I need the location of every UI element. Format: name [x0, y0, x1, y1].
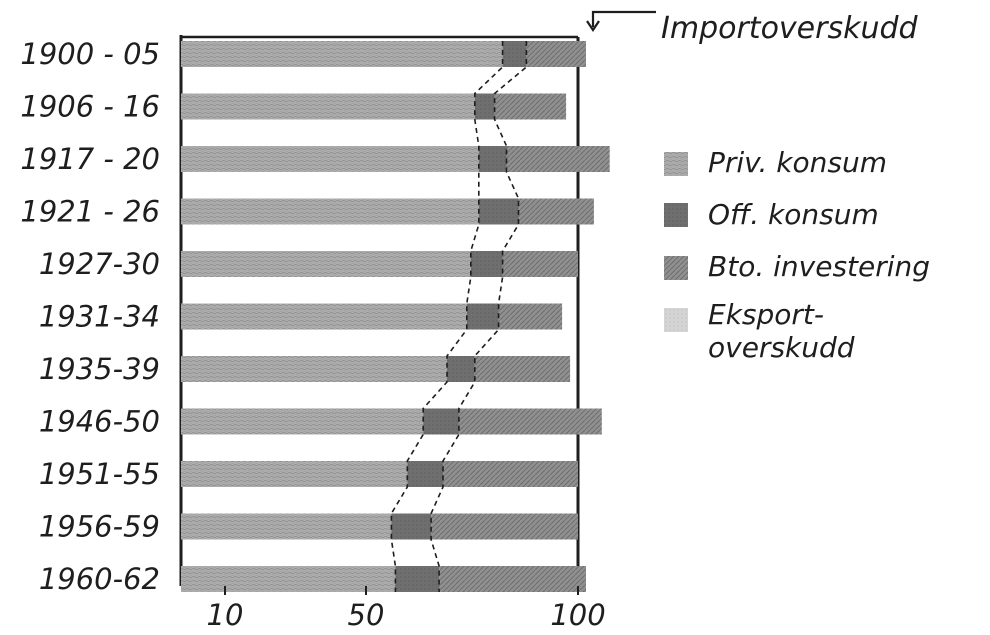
- bar-priv-konsum-1906-16: [181, 93, 475, 120]
- x-tick-label-10: 10: [207, 598, 244, 632]
- bar-bto-investering-1927-30: [502, 251, 578, 277]
- off-konsum-right-connector: [430, 41, 528, 592]
- bar-priv-konsum-1927-30: [181, 251, 471, 277]
- x-axis-ticks: 10 50 100: [207, 586, 606, 632]
- bar-off-konsum-1951-55: [407, 461, 443, 487]
- category-label-1927-30: 1927-30: [39, 247, 160, 281]
- category-labels: 1900 - 05 1906 - 16 1917 - 20 1921 - 26 1927…: [20, 37, 160, 596]
- category-label-1956-59: 1956-59: [39, 510, 160, 544]
- bar-off-konsum-1931-34: [466, 303, 499, 330]
- bar-off-konsum-1927-30: [470, 251, 503, 277]
- category-label-1917-20: 1917 - 20: [20, 142, 160, 176]
- category-label-1960-62: 1960-62: [39, 562, 160, 596]
- bar-bto-investering-1935-39: [474, 356, 571, 382]
- bar-bto-investering-1917-20: [506, 146, 610, 172]
- category-label-1931-34: 1931-34: [39, 300, 160, 334]
- bar-priv-konsum-1935-39: [181, 356, 447, 382]
- x-tick-label-50: 50: [348, 598, 385, 632]
- bar-priv-konsum-1956-59: [181, 513, 392, 540]
- legend-swatch-eksport-overskudd: [664, 308, 688, 332]
- bar-off-konsum-1956-59: [391, 513, 432, 540]
- legend: Priv. konsum Off. konsum Bto. investering E…: [664, 146, 930, 364]
- category-label-1921-26: 1921 - 26: [20, 195, 160, 229]
- category-label-1951-55: 1951-55: [39, 457, 160, 491]
- import-surplus-label: Importoverskudd: [661, 11, 919, 46]
- bar-priv-konsum-1960-62: [181, 566, 396, 592]
- bar-priv-konsum-1946-50: [181, 408, 424, 435]
- category-label-1900-05: 1900 - 05: [20, 37, 160, 71]
- bar-off-konsum-1921-26: [478, 198, 519, 225]
- legend-swatch-priv-konsum: [664, 152, 688, 176]
- category-label-1935-39: 1935-39: [39, 352, 160, 386]
- legend-label-2: Bto. investering: [708, 250, 930, 283]
- bar-off-konsum-1906-16: [474, 93, 495, 120]
- legend-swatch-off-konsum: [664, 203, 688, 227]
- bar-priv-konsum-1900-05: [181, 41, 503, 67]
- category-label-1906-16: 1906 - 16: [20, 90, 160, 124]
- legend-label-3: Eksport-: [708, 298, 824, 331]
- bar-bto-investering-1946-50: [458, 408, 602, 435]
- legend-label-0: Priv. konsum: [708, 146, 887, 179]
- x-tick-label-100: 100: [550, 598, 605, 632]
- bar-priv-konsum-1917-20: [181, 146, 479, 172]
- bar-off-konsum-1946-50: [423, 408, 459, 435]
- bar-off-konsum-1935-39: [447, 356, 475, 382]
- legend-swatch-bto-investering: [664, 256, 688, 280]
- legend-label-1: Off. konsum: [708, 198, 879, 231]
- off-konsum-left-connector: [390, 41, 504, 592]
- bar-priv-konsum-1931-34: [181, 303, 467, 330]
- bar-off-konsum-1917-20: [478, 146, 507, 172]
- bar-bto-investering-1900-05: [526, 41, 586, 67]
- category-label-1946-50: 1946-50: [39, 405, 160, 439]
- off-konsum-connector-lines: [390, 41, 528, 592]
- import-surplus-annotation: Importoverskudd: [586, 10, 919, 46]
- bar-priv-konsum-1921-26: [181, 198, 479, 225]
- import-surplus-arrow-icon: [591, 10, 656, 27]
- bar-off-konsum-1900-05: [502, 41, 527, 67]
- bar-bto-investering-1956-59: [431, 513, 578, 540]
- import-surplus-arrowhead: [586, 20, 600, 32]
- bar-bto-investering-1951-55: [443, 461, 578, 487]
- bar-priv-konsum-1951-55: [181, 461, 408, 487]
- bar-bto-investering-1931-34: [498, 303, 563, 330]
- bar-bto-investering-1921-26: [518, 198, 594, 225]
- bar-bto-investering-1960-62: [439, 566, 586, 592]
- bars-layer: [181, 41, 610, 592]
- legend-label-4: overskudd: [708, 331, 855, 364]
- bar-off-konsum-1960-62: [395, 566, 440, 592]
- bar-bto-investering-1906-16: [494, 93, 567, 120]
